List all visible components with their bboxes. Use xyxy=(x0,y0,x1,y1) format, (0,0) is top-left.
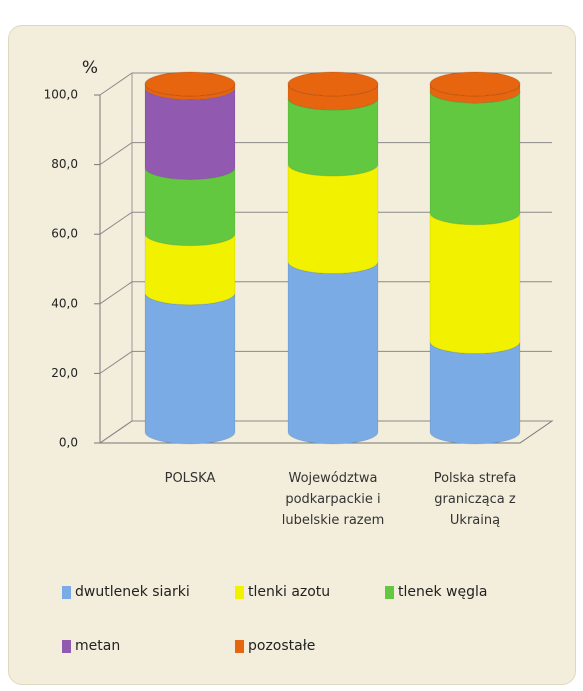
legend-swatch xyxy=(235,639,244,653)
x-tick-label: Województwa podkarpackie i lubelskie raz… xyxy=(281,471,385,528)
cylinder-top xyxy=(144,71,236,97)
legend-label: dwutlenek siarki xyxy=(75,584,190,600)
legend-item: dwutlenek siarki xyxy=(62,584,190,600)
legend-swatch xyxy=(62,639,71,653)
legend-label: tlenki azotu xyxy=(248,584,331,600)
x-tick-label: POLSKA xyxy=(164,471,216,486)
legend-item: tlenek węgla xyxy=(385,584,487,600)
grid-line xyxy=(99,211,552,235)
cylinder-segment xyxy=(429,341,521,445)
legend-label: tlenek węgla xyxy=(398,584,488,600)
grid-line xyxy=(99,420,552,444)
y-tick-label: 100,0 xyxy=(44,88,78,102)
y-tick-label: 40,0 xyxy=(51,296,78,310)
y-axis-label: % xyxy=(82,58,98,78)
y-tick-label: 20,0 xyxy=(51,366,78,380)
grid-line xyxy=(99,142,552,166)
cylinder-segment xyxy=(429,90,521,226)
legend-swatch xyxy=(235,585,244,599)
grid-line xyxy=(99,281,552,305)
legend-item: pozostałe xyxy=(235,638,315,654)
legend-label: metan xyxy=(75,638,121,654)
cylinder-segment xyxy=(144,87,236,181)
y-tick-label: 60,0 xyxy=(51,227,78,241)
grid-line xyxy=(99,350,552,374)
legend-label: pozostałe xyxy=(248,638,316,654)
grid-line xyxy=(99,72,552,96)
cylinder-top xyxy=(287,71,379,97)
cylinder-segment xyxy=(287,261,379,445)
legend-item: metan xyxy=(62,638,120,654)
cylinder-top xyxy=(429,71,521,97)
x-tick-label: Polska strefa granicząca z Ukrainą xyxy=(433,471,517,528)
cylinder-segment xyxy=(144,292,236,445)
y-tick-label: 80,0 xyxy=(51,157,78,171)
y-tick-label: 0,0 xyxy=(59,436,78,450)
legend-swatch xyxy=(385,585,394,599)
legend-swatch xyxy=(62,585,71,599)
legend-item: tlenki azotu xyxy=(235,584,330,600)
cylinder-segment xyxy=(429,212,521,355)
cylinder-segment xyxy=(287,163,379,274)
